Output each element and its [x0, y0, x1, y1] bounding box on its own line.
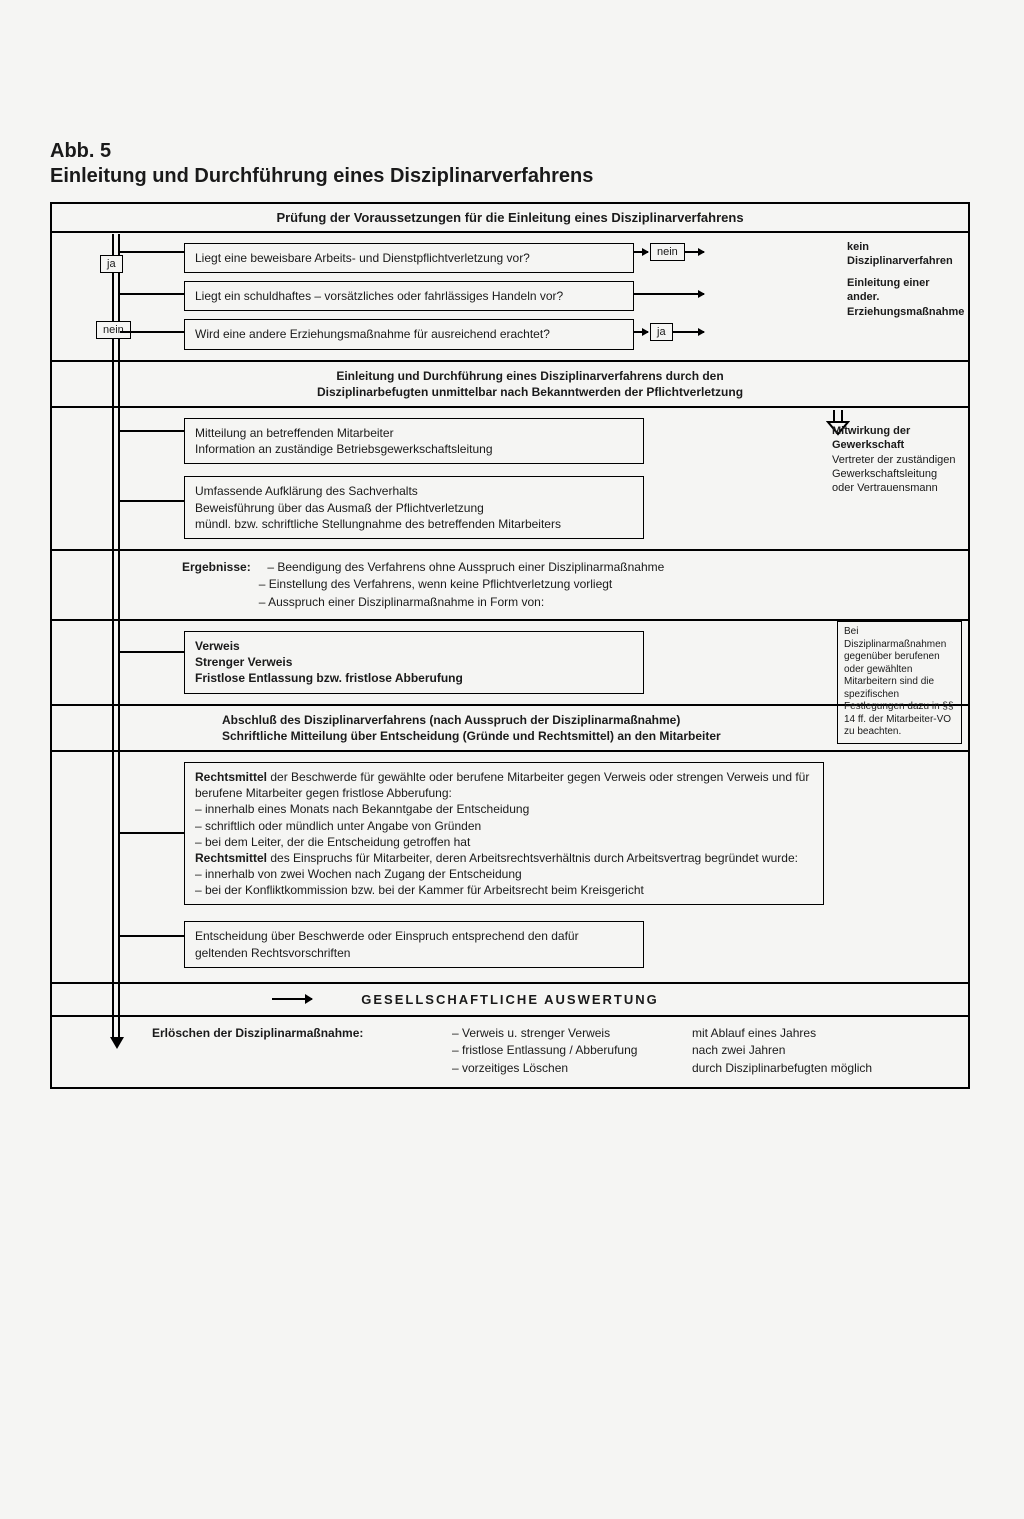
branch: [120, 293, 184, 295]
connector: [634, 293, 704, 295]
spine-arrowhead: [110, 1037, 124, 1047]
arrow-right-icon: [272, 998, 312, 1000]
legal-remedies-row: Rechtsmittel Rechtsmittel der Beschwerde…: [52, 752, 968, 916]
section-header-1: Prüfung der Voraussetzungen für die Einl…: [52, 204, 968, 233]
r-intro1: Rechtsmittel Rechtsmittel der Beschwerde…: [195, 770, 809, 800]
r-li1: – innerhalb eines Monats nach Bekanntgab…: [195, 802, 529, 816]
results-block: Ergebnisse: – Beendigung des Verfahrens …: [52, 549, 968, 621]
question-3-box: Wird eine andere Erziehungsmaßnahme für …: [184, 319, 634, 349]
branch: [120, 251, 184, 253]
r-li4: – innerhalb von zwei Wochen nach Zugang …: [195, 867, 522, 881]
decision-row: Entscheidung über Beschwerde oder Einspr…: [52, 915, 968, 981]
label-nein-right-1: nein: [650, 243, 685, 261]
sec2-line1: Einleitung und Durchführung eines Diszip…: [336, 369, 723, 383]
mitwirkung-note: Mitwirkung der Gewerkschaft Vertreter de…: [832, 424, 962, 495]
erlo-2b: nach zwei Jahren: [692, 1042, 902, 1059]
exit-note-1: kein Disziplinarverfahren: [847, 240, 962, 269]
erlo-2a: – fristlose Entlassung / Abberufung: [452, 1042, 682, 1059]
question-2-box: Liegt ein schuldhaftes – vorsätzliches o…: [184, 281, 634, 311]
step-b1-box: Mitteilung an betreffenden Mitarbeiter I…: [184, 418, 644, 464]
measures-row: Verweis Strenger Verweis Fristlose Entla…: [52, 621, 968, 704]
legal-remedies-box: Rechtsmittel Rechtsmittel der Beschwerde…: [184, 762, 824, 906]
erlo-label: Erlöschen der Disziplinarmaßnahme:: [152, 1025, 442, 1042]
step-b2-box: Umfassende Aufklärung des Sachverhalts B…: [184, 476, 644, 539]
erg-1: – Beendigung des Verfahrens ohne Ausspru…: [267, 560, 664, 574]
section-header-2: Einleitung und Durchführung eines Diszip…: [52, 360, 968, 408]
exit-note-2: Einleitung einer ander. Erziehungsmaßnah…: [847, 276, 962, 319]
b1-line2: Information an zuständige Betriebsgewerk…: [195, 442, 493, 456]
branch: [120, 500, 184, 502]
figure-title: Einleitung und Durchführung eines Diszip…: [50, 165, 974, 188]
decision-box: Entscheidung über Beschwerde oder Einspr…: [184, 921, 644, 967]
connector: [672, 331, 704, 333]
m3: Fristlose Entlassung bzw. fristlose Abbe…: [195, 671, 463, 685]
question-1-box: Liegt eine beweisbare Arbeits- und Diens…: [184, 243, 634, 273]
expiry-block: Erlöschen der Disziplinarmaßnahme: – Ver…: [52, 1017, 968, 1087]
side-regulation-box: Bei Disziplinarmaßnahmen gegenüber beruf…: [837, 621, 962, 744]
mitw-text: Vertreter der zuständigen Gewerkschaftsl…: [832, 454, 956, 495]
erlo-1a: – Verweis u. strenger Verweis: [452, 1025, 682, 1042]
section-header-3: Abschluß des Disziplinarverfahrens (nach…: [52, 704, 968, 752]
connector: [634, 251, 648, 253]
flowchart-container: Prüfung der Voraussetzungen für die Einl…: [50, 202, 970, 1089]
sec3-line2: Schriftliche Mitteilung über Entscheidun…: [222, 729, 721, 743]
label-ja-left: ja: [100, 255, 123, 273]
r-intro2: Rechtsmittel des Einspruchs für Mitarbei…: [195, 851, 798, 865]
branch: [120, 935, 184, 937]
branch: [120, 331, 184, 333]
sec2-line2: Disziplinarbefugten unmittelbar nach Bek…: [317, 385, 743, 399]
results-label: Ergebnisse:: [182, 560, 251, 574]
measures-box: Verweis Strenger Verweis Fristlose Entla…: [184, 631, 644, 694]
step-row-b2: Umfassende Aufklärung des Sachverhalts B…: [52, 470, 968, 549]
erlo-3a: – vorzeitiges Löschen: [452, 1060, 682, 1077]
m1: Verweis: [195, 639, 240, 653]
r-li5: – bei der Konfliktkommission bzw. bei de…: [195, 883, 644, 897]
erg-3: – Ausspruch einer Disziplinarmaßnahme in…: [259, 595, 544, 609]
question-row-1: ja Liegt eine beweisbare Arbeits- und Di…: [52, 233, 968, 277]
connector: [634, 331, 648, 333]
question-row-3: nein Wird eine andere Erziehungsmaßnahme…: [52, 315, 968, 359]
r-li3: – bei dem Leiter, der die Entscheidung g…: [195, 835, 470, 849]
step-row-b1: Mitteilung an betreffenden Mitarbeiter I…: [52, 408, 968, 470]
evaluation-banner: GESELLSCHAFTLICHE AUSWERTUNG: [52, 982, 968, 1017]
m2: Strenger Verweis: [195, 655, 292, 669]
b2-line3: mündl. bzw. schriftliche Stellungnahme d…: [195, 517, 561, 531]
branch: [120, 832, 184, 834]
gesell-text: GESELLSCHAFTLICHE AUSWERTUNG: [361, 992, 658, 1007]
question-row-2: Liegt ein schuldhaftes – vorsätzliches o…: [52, 277, 968, 315]
connector: [684, 251, 704, 253]
erg-2: – Einstellung des Verfahrens, wenn keine…: [259, 577, 613, 591]
branch: [120, 430, 184, 432]
figure-label: Abb. 5: [50, 140, 974, 163]
r-li2: – schriftlich oder mündlich unter Angabe…: [195, 819, 481, 833]
mitw-bold: Mitwirkung der Gewerkschaft: [832, 425, 910, 451]
b1-line1: Mitteilung an betreffenden Mitarbeiter: [195, 426, 394, 440]
sec3-line1: Abschluß des Disziplinarverfahrens (nach…: [222, 713, 680, 727]
erlo-3b: durch Disziplinarbefugten möglich: [692, 1060, 902, 1077]
b2-line1: Umfassende Aufklärung des Sachverhalts: [195, 484, 418, 498]
branch: [120, 651, 184, 653]
b2-line2: Beweisführung über das Ausmaß der Pflich…: [195, 501, 484, 515]
erlo-1b: mit Ablauf eines Jahres: [692, 1025, 902, 1042]
label-ja-right: ja: [650, 323, 673, 341]
